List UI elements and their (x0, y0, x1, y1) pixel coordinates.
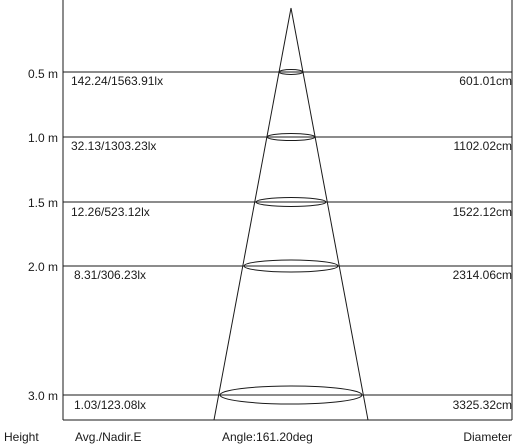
beam-cone-left-edge (213, 7, 292, 421)
illuminance-label-3-0m: 1.03/123.08lx (74, 398, 146, 412)
height-label-1-5m: 1.5 m (28, 196, 58, 210)
beam-ellipse-0-5m (278, 69, 304, 75)
beam-ellipse-3-0m (219, 385, 363, 405)
illuminance-label-1-5m: 12.26/523.12lx (71, 205, 150, 219)
footer-height-label: Height (4, 430, 39, 444)
footer-diameter-label: Diameter (463, 430, 512, 444)
diameter-label-1-5m: 1522.12cm (453, 205, 512, 219)
illuminance-label-1-0m: 32.13/1303.23lx (71, 139, 156, 153)
diameter-label-0-5m: 601.01cm (459, 74, 512, 88)
illuminance-label-2-0m: 8.31/306.23lx (74, 268, 146, 282)
height-label-1-0m: 1.0 m (28, 131, 58, 145)
diameter-label-3-0m: 3325.32cm (453, 398, 512, 412)
illuminance-label-0-5m: 142.24/1563.91lx (71, 74, 163, 88)
footer-angle-label: Angle:161.20deg (222, 430, 313, 444)
height-label-2-0m: 2.0 m (28, 260, 58, 274)
beam-ellipse-1-0m (266, 133, 316, 141)
beam-cone-right-edge (290, 7, 369, 421)
height-label-0-5m: 0.5 m (28, 67, 58, 81)
height-label-3-0m: 3.0 m (28, 389, 58, 403)
footer-avg-nadir-label: Avg./Nadir.E (75, 430, 141, 444)
beam-ellipse-2-0m (243, 259, 339, 273)
diameter-label-2-0m: 2314.06cm (453, 268, 512, 282)
diameter-label-1-0m: 1102.02cm (454, 139, 512, 153)
beam-ellipse-1-5m (255, 197, 327, 207)
